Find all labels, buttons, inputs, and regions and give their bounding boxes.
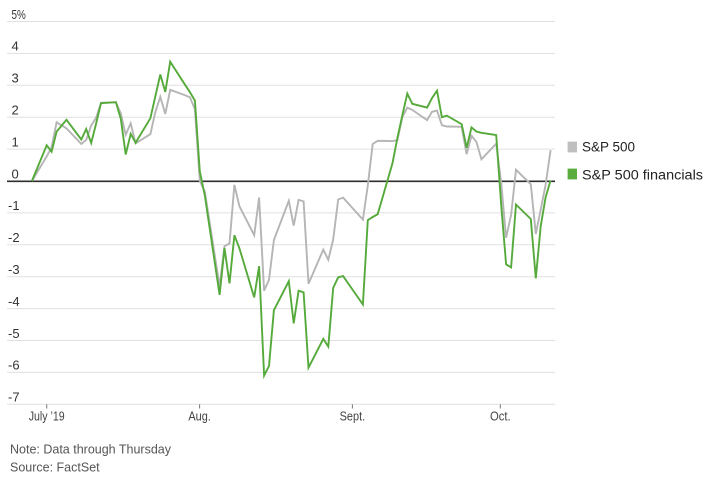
svg-text:Source: FactSet: Source: FactSet bbox=[10, 460, 100, 474]
svg-text:0: 0 bbox=[12, 166, 19, 181]
svg-text:-3: -3 bbox=[8, 262, 20, 277]
svg-text:4: 4 bbox=[12, 39, 19, 54]
svg-text:Note: Data through Thursday: Note: Data through Thursday bbox=[10, 442, 172, 456]
svg-text:Oct.: Oct. bbox=[490, 409, 511, 424]
svg-text:-5: -5 bbox=[8, 326, 20, 341]
svg-text:-7: -7 bbox=[8, 390, 20, 405]
svg-text:-4: -4 bbox=[8, 294, 20, 309]
svg-text:1: 1 bbox=[12, 134, 19, 149]
svg-text:Sept.: Sept. bbox=[340, 409, 366, 424]
svg-text:-2: -2 bbox=[8, 230, 20, 245]
svg-text:2: 2 bbox=[12, 103, 19, 118]
svg-text:Aug.: Aug. bbox=[188, 409, 211, 424]
svg-text:July ’19: July ’19 bbox=[29, 409, 65, 424]
svg-text:S&P 500: S&P 500 bbox=[582, 140, 635, 155]
svg-text:-1: -1 bbox=[8, 198, 20, 213]
svg-text:5%: 5% bbox=[12, 7, 27, 22]
svg-text:S&P 500 financials: S&P 500 financials bbox=[582, 168, 703, 183]
svg-text:-6: -6 bbox=[8, 358, 20, 373]
svg-text:3: 3 bbox=[12, 71, 19, 86]
